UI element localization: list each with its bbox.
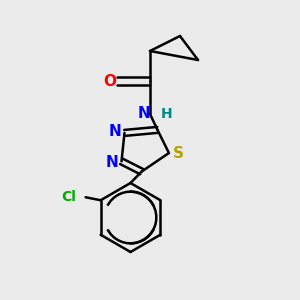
Text: N: N (109, 124, 121, 139)
Text: S: S (172, 146, 183, 160)
Text: N: N (106, 155, 118, 170)
Text: O: O (103, 74, 116, 88)
Text: N: N (138, 106, 150, 122)
Text: Cl: Cl (61, 190, 76, 204)
Text: H: H (161, 107, 172, 121)
